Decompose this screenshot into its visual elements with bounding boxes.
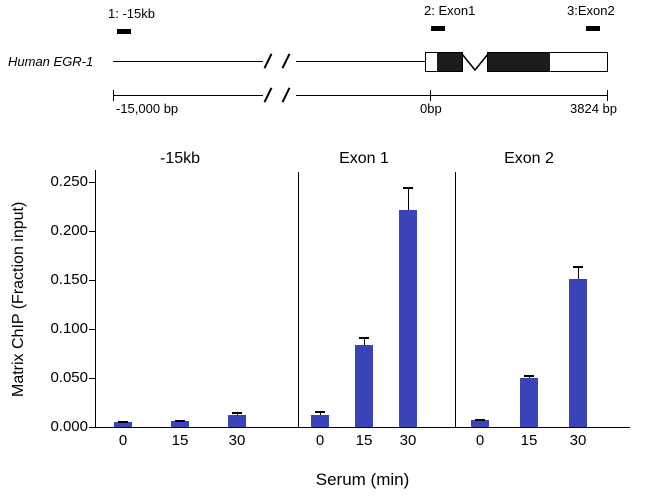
error-bar-cap <box>403 187 413 189</box>
exon1-coding-fill <box>437 53 462 71</box>
error-bar-cap <box>175 420 185 422</box>
y-tick <box>89 329 95 330</box>
error-bar <box>364 337 365 345</box>
gene-line-right <box>296 61 425 62</box>
x-tick-label: 30 <box>228 432 246 449</box>
scale-label-0bp: 0bp <box>420 101 442 116</box>
y-tick <box>89 182 95 183</box>
bar-chart: Matrix ChIP (Fraction input) Serum (min)… <box>0 150 650 499</box>
bar <box>569 279 587 427</box>
y-tick <box>89 280 95 281</box>
bar <box>311 415 329 427</box>
bar <box>520 378 538 427</box>
y-tick-label: 0.150 <box>50 271 88 288</box>
y-tick <box>89 378 95 379</box>
x-axis-title: Serum (min) <box>315 470 410 489</box>
marker-tick-exon1 <box>431 26 445 31</box>
error-bar <box>408 187 409 210</box>
error-bar-cap <box>475 419 485 421</box>
scale-label-3824bp: 3824 bp <box>570 101 617 116</box>
x-tick-label: 30 <box>399 432 417 449</box>
gene-line-break-slash-2 <box>281 53 291 69</box>
scale-tick-start <box>113 90 114 101</box>
panel-separator <box>298 172 299 427</box>
x-tick-label: 15 <box>520 432 538 449</box>
panel-title: -15kb <box>159 150 201 167</box>
y-tick-label: 0.250 <box>50 173 88 190</box>
exon1-box <box>425 52 463 72</box>
marker-label-exon2: 3:Exon2 <box>567 3 615 18</box>
x-tick-label: 30 <box>569 432 587 449</box>
error-bar-cap <box>232 412 242 414</box>
panel-title: Exon 2 <box>504 150 554 167</box>
plot-area: 0.000 0.050 0.100 0.150 0.200 0.250 -15kb 0 15 30… <box>0 150 650 499</box>
scale-label-minus15000bp: -15,000 bp <box>116 101 179 116</box>
marker-label-exon1: 2: Exon1 <box>424 3 476 18</box>
error-bar-cap <box>524 375 534 377</box>
y-tick <box>89 231 95 232</box>
y-tick-label: 0.050 <box>50 369 88 386</box>
gene-diagram: 1: -15kb 2: Exon1 3:Exon2 Human EGR-1 -1… <box>0 0 650 150</box>
x-tick-label: 15 <box>171 432 189 449</box>
y-tick <box>89 427 95 428</box>
scale-tick-zero <box>430 90 431 101</box>
x-tick-label: 0 <box>475 432 485 449</box>
bar <box>355 345 373 427</box>
scale-break-slash-1 <box>263 87 273 103</box>
error-bar-cap <box>315 411 325 413</box>
scale-line-left <box>113 95 263 96</box>
gene-name-label: Human EGR-1 <box>8 54 94 69</box>
error-bar <box>578 266 579 279</box>
intron-splice-lines <box>462 53 488 72</box>
error-bar <box>320 411 321 415</box>
marker-tick-15kb <box>117 29 131 34</box>
scale-line-right <box>296 95 608 96</box>
bar <box>171 421 189 427</box>
error-bar-cap <box>573 266 583 268</box>
x-tick-label: 0 <box>118 432 128 449</box>
bar <box>399 210 417 427</box>
exon2-coding-fill <box>488 53 550 71</box>
marker-label-15kb: 1: -15kb <box>108 6 155 21</box>
bar <box>114 422 132 427</box>
bar <box>471 420 489 427</box>
scale-break-slash-2 <box>281 87 291 103</box>
panel-title: Exon 1 <box>339 150 389 167</box>
exon2-box <box>487 52 608 72</box>
y-tick-label: 0.100 <box>50 320 88 337</box>
y-tick-label: 0.200 <box>50 222 88 239</box>
y-tick-label: 0.000 <box>50 418 88 435</box>
x-axis-line <box>95 427 630 428</box>
error-bar-cap <box>118 421 128 423</box>
y-axis-line <box>95 170 96 427</box>
x-tick-label: 15 <box>355 432 373 449</box>
marker-tick-exon2 <box>586 26 600 31</box>
x-tick-label: 0 <box>315 432 325 449</box>
gene-line-break-slash-1 <box>263 53 273 69</box>
scale-tick-end <box>607 90 608 101</box>
gene-line-left <box>113 61 263 62</box>
panel-separator <box>455 172 456 427</box>
error-bar-cap <box>359 337 369 339</box>
bar <box>228 415 246 427</box>
